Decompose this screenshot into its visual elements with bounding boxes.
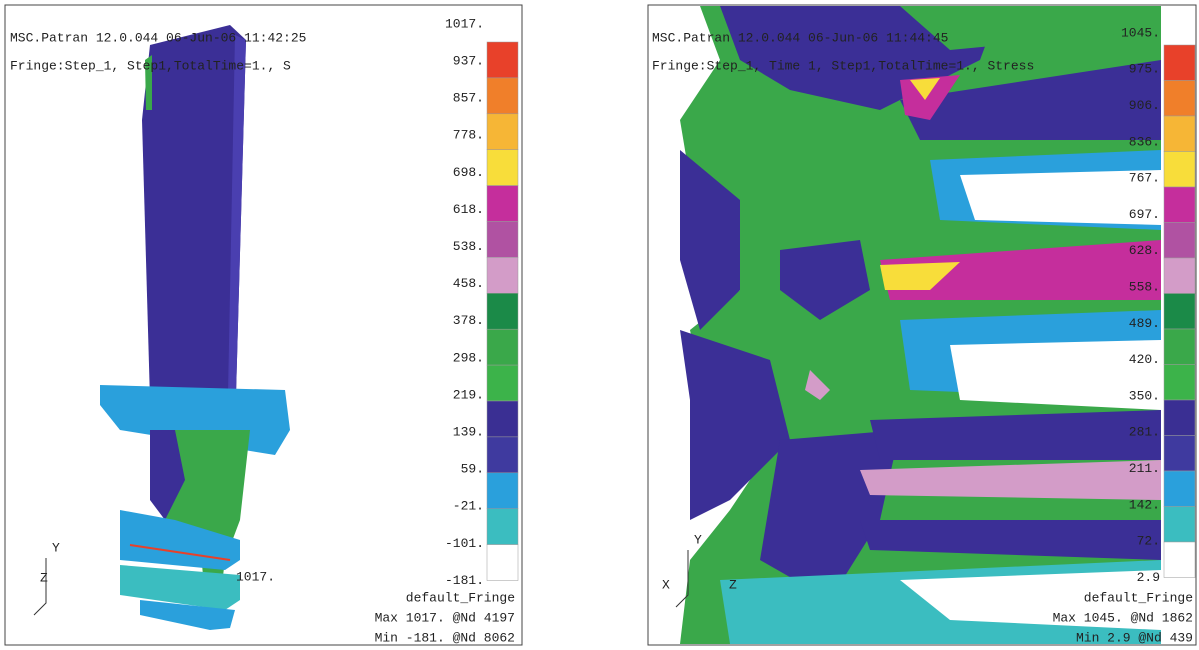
legend-swatch [1163,44,1196,81]
footer-line: default_Fringe [406,590,515,605]
legend-label: -21. [453,499,484,514]
legend-swatch [1163,470,1196,507]
legend-swatch [1163,506,1196,543]
legend-swatch [486,472,519,509]
legend-label: 378. [453,313,484,328]
legend-swatch [486,508,519,545]
legend-swatch [486,293,519,330]
legend-swatch [1163,541,1196,578]
legend-label: 489. [1129,316,1160,331]
footer-line: Max 1017. @Nd 4197 [375,610,515,625]
legend-swatch [1163,328,1196,365]
header-line: Fringe:Step_1, Step1,TotalTime=1., S [10,58,291,73]
axis-label: Y [52,540,60,555]
legend-label: 350. [1129,388,1160,403]
legend-swatch [1163,435,1196,472]
legend-label: 937. [453,54,484,69]
axis-label: X [662,577,670,592]
legend-label: 211. [1129,461,1160,476]
root-model [680,6,1161,644]
annotation: 1017. [236,569,275,584]
footer-line: Min 2.9 @Nd 439 [1076,630,1193,645]
footer-line: default_Fringe [1084,590,1193,605]
legend-label: 618. [453,202,484,217]
legend-label: 697. [1129,207,1160,222]
legend-label: 281. [1129,425,1160,440]
legend-label: 139. [453,425,484,440]
header-line: Fringe:Step_1, Time 1, Step1,TotalTime=1… [652,58,1034,73]
legend-label: 298. [453,350,484,365]
legend-label: 767. [1129,171,1160,186]
panel-frame [647,4,1197,646]
legend-label: 698. [453,165,484,180]
legend-label: 142. [1129,497,1160,512]
legend-label: -101. [445,536,484,551]
legend-swatch [486,328,519,366]
header-line: MSC.Patran 12.0.044 06-Jun-06 11:44:45 [652,30,948,45]
legend-swatch [486,185,519,222]
legend-label: 420. [1129,352,1160,367]
legend-swatch [1163,80,1196,117]
blade-model [100,25,290,630]
legend-label: 538. [453,239,484,254]
legend-swatch [486,400,519,438]
legend-label: 72. [1137,534,1160,549]
axis-label: Z [40,570,48,585]
legend-label: 628. [1129,243,1160,258]
legend-swatch [486,436,519,474]
legend-swatch [1163,222,1196,259]
legend-swatch [1163,399,1196,436]
legend-label: 857. [453,91,484,106]
legend-swatch [486,149,519,186]
legend-swatch [486,77,519,115]
legend-label: 219. [453,387,484,402]
legend-label: 1017. [445,16,484,31]
header-line: MSC.Patran 12.0.044 06-Jun-06 11:42:25 [10,30,306,45]
legend-label: 558. [1129,280,1160,295]
legend-swatch [1163,293,1196,330]
legend-swatch [486,257,519,294]
legend-label: 59. [461,462,484,477]
legend-label: 2.9 [1137,570,1160,585]
legend-swatch [486,41,519,79]
legend-swatch [486,544,519,581]
legend-label: -181. [445,573,484,588]
legend-swatch [486,364,519,402]
triad [675,550,689,608]
legend-label: 458. [453,276,484,291]
axis-label: Y [694,532,702,547]
legend-label: 778. [453,128,484,143]
footer-line: Min -181. @Nd 8062 [375,630,515,645]
legend-swatch [486,221,519,258]
axis-label: Z [729,577,737,592]
panel-frame [4,4,523,646]
legend-label: 906. [1129,98,1160,113]
legend-swatch [1163,364,1196,401]
footer-line: Max 1045. @Nd 1862 [1053,610,1193,625]
legend-label: 1045. [1121,25,1160,40]
legend-swatch [486,113,519,150]
legend-swatch [1163,115,1196,152]
legend-label: 975. [1129,62,1160,77]
legend-swatch [1163,186,1196,223]
triad [33,558,47,616]
legend-label: 836. [1129,134,1160,149]
legend-swatch [1163,151,1196,188]
legend-swatch [1163,257,1196,294]
